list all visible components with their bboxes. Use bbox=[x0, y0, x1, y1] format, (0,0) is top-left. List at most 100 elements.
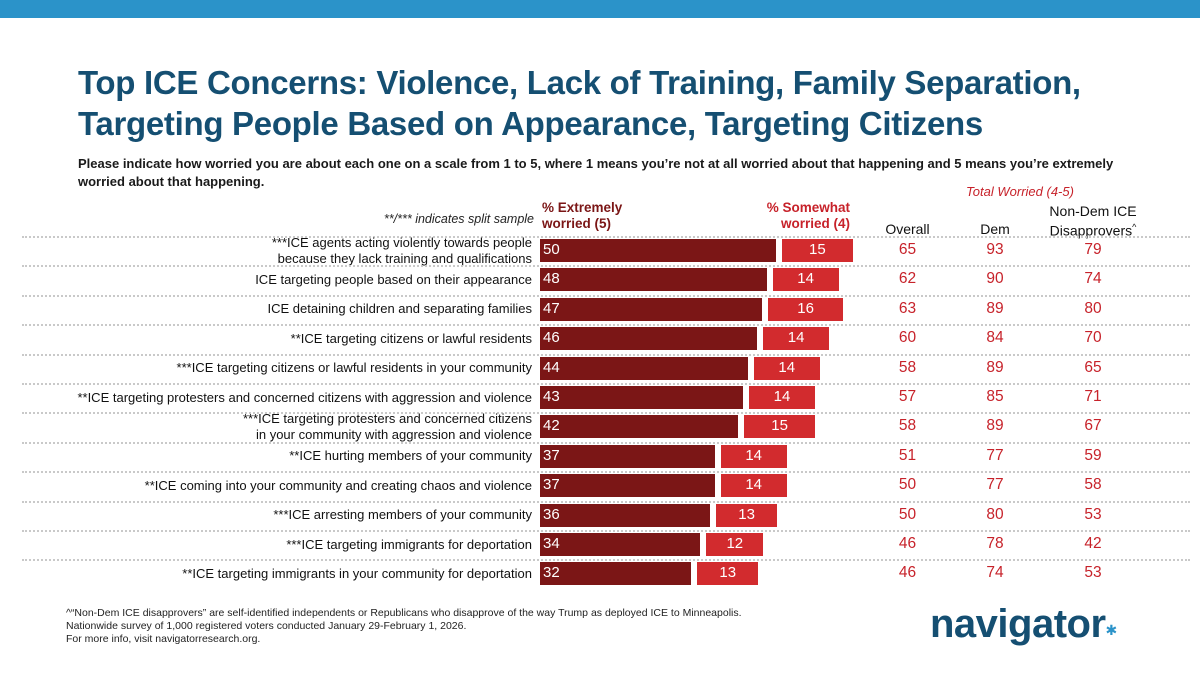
dem-value: 93 bbox=[986, 241, 1004, 258]
row-label-line: ICE detaining children and separating fa… bbox=[267, 301, 533, 317]
chart-row: **ICE targeting citizens or lawful resid… bbox=[0, 324, 1200, 353]
somewhat-worried-value: 15 bbox=[771, 417, 788, 435]
extremely-worried-bar: 50 bbox=[540, 239, 776, 262]
row-divider bbox=[22, 471, 1190, 474]
nondem-value: 70 bbox=[1084, 329, 1102, 347]
somewhat-worried-bar: 14 bbox=[763, 327, 830, 351]
nondem-value: 74 bbox=[1084, 270, 1102, 288]
row-label-line: ***ICE targeting immigrants for deportat… bbox=[286, 536, 532, 552]
overall-value: 46 bbox=[898, 564, 917, 582]
somewhat-worried-value: 14 bbox=[745, 476, 762, 494]
row-label-line: ***ICE targeting protesters and concerne… bbox=[242, 410, 532, 426]
row-label: **ICE targeting protesters and concerned… bbox=[20, 390, 532, 406]
footnote-line-3: For more info, visit navigatorresearch.o… bbox=[66, 633, 261, 645]
extremely-worried-value: 32 bbox=[543, 564, 560, 582]
overall-value: 65 bbox=[898, 241, 917, 258]
footnote: ^“Non-Dem ICE disapprovers” are self-ide… bbox=[66, 607, 846, 646]
row-label-line: **ICE hurting members of your community bbox=[289, 448, 532, 464]
row-label-line: **ICE targeting citizens or lawful resid… bbox=[290, 330, 532, 346]
chart-row: ***ICE targeting protesters and concerne… bbox=[0, 410, 1200, 442]
row-label: **ICE targeting immigrants in your commu… bbox=[20, 566, 532, 582]
dem-value: 84 bbox=[986, 329, 1004, 347]
somewhat-worried-header: % Somewhat worried (4) bbox=[766, 200, 850, 231]
chart-row: ICE targeting people based on their appe… bbox=[0, 265, 1200, 294]
extremely-worried-bar: 46 bbox=[540, 327, 758, 351]
nondem-value: 79 bbox=[1084, 241, 1102, 258]
somewhat-worried-bar: 13 bbox=[697, 562, 759, 586]
row-divider bbox=[22, 236, 1190, 238]
chart-row: **ICE targeting immigrants in your commu… bbox=[0, 559, 1200, 588]
nondem-value: 80 bbox=[1084, 299, 1102, 317]
extremely-worried-bar: 34 bbox=[540, 533, 701, 556]
somewhat-worried-bar: 15 bbox=[744, 415, 816, 439]
dem-value: 90 bbox=[986, 270, 1004, 288]
row-divider bbox=[22, 265, 1190, 268]
navigator-logo: navigator✱ bbox=[930, 602, 1117, 647]
row-label: ICE targeting people based on their appe… bbox=[20, 272, 532, 288]
dem-value: 74 bbox=[986, 564, 1004, 582]
dem-value: 78 bbox=[986, 535, 1004, 552]
overall-value: 57 bbox=[898, 388, 917, 405]
chart-row: ICE detaining children and separating fa… bbox=[0, 294, 1200, 324]
extremely-worried-bar: 32 bbox=[540, 562, 692, 586]
nondem-value: 65 bbox=[1084, 358, 1102, 376]
logo-text: navigator bbox=[930, 602, 1106, 646]
extremely-worried-value: 47 bbox=[543, 299, 560, 317]
extremely-worried-value: 46 bbox=[543, 329, 560, 347]
dem-value: 85 bbox=[986, 388, 1004, 405]
page-title: Top ICE Concerns: Violence, Lack of Trai… bbox=[78, 62, 1178, 144]
extremely-worried-value: 43 bbox=[543, 388, 560, 405]
extremely-worried-bar: 36 bbox=[540, 503, 710, 527]
row-label-line: ICE targeting people based on their appe… bbox=[255, 271, 532, 287]
extremely-worried-bar: 43 bbox=[540, 386, 743, 409]
somewhat-worried-bar: 14 bbox=[720, 474, 787, 498]
nondem-column-header-caret: ^ bbox=[1132, 222, 1137, 232]
somewhat-worried-value: 14 bbox=[778, 358, 796, 376]
chart-row: ***ICE agents acting violently towards p… bbox=[0, 235, 1200, 267]
row-divider bbox=[22, 294, 1190, 297]
overall-value: 50 bbox=[898, 505, 917, 523]
somewhat-worried-bar: 16 bbox=[767, 297, 844, 321]
row-divider bbox=[22, 383, 1190, 385]
overall-value: 58 bbox=[898, 417, 917, 435]
row-label: **ICE targeting citizens or lawful resid… bbox=[20, 331, 532, 347]
split-sample-note: **/*** indicates split sample bbox=[383, 212, 534, 226]
row-divider bbox=[22, 353, 1190, 356]
somewhat-worried-value: 14 bbox=[787, 329, 805, 347]
dem-value: 89 bbox=[986, 358, 1004, 376]
footnote-line-2: Nationwide survey of 1,000 registered vo… bbox=[66, 620, 467, 632]
row-label: ***ICE agents acting violently towards p… bbox=[20, 235, 532, 267]
row-label-line: **ICE targeting immigrants in your commu… bbox=[182, 565, 532, 581]
extremely-worried-bar: 42 bbox=[540, 415, 739, 439]
row-label: ICE detaining children and separating fa… bbox=[20, 301, 533, 317]
row-divider bbox=[22, 441, 1190, 444]
row-label-line: ***ICE targeting citizens or lawful resi… bbox=[176, 360, 532, 376]
somewhat-worried-value: 14 bbox=[773, 388, 791, 405]
somewhat-worried-bar: 14 bbox=[748, 386, 816, 409]
row-label: ***ICE targeting citizens or lawful resi… bbox=[20, 360, 532, 376]
overall-value: 63 bbox=[898, 299, 917, 317]
row-label: ***ICE arresting members of your communi… bbox=[20, 507, 532, 523]
chart-row: ***ICE arresting members of your communi… bbox=[0, 500, 1200, 530]
extremely-worried-value: 37 bbox=[543, 446, 560, 464]
extremely-worried-bar: 37 bbox=[540, 474, 715, 498]
extremely-worried-value: 36 bbox=[543, 505, 560, 523]
row-divider bbox=[22, 530, 1190, 532]
nondem-value: 59 bbox=[1084, 446, 1102, 464]
row-label-line: in your community with aggression and vi… bbox=[255, 426, 532, 442]
chart-row: **ICE targeting protesters and concerned… bbox=[0, 383, 1200, 412]
row-label: ***ICE targeting immigrants for deportat… bbox=[20, 537, 532, 553]
overall-value: 50 bbox=[898, 476, 917, 494]
nondem-value: 53 bbox=[1084, 564, 1102, 582]
nondem-value: 58 bbox=[1084, 476, 1102, 494]
overall-value: 58 bbox=[898, 358, 917, 376]
row-divider bbox=[22, 559, 1190, 562]
row-divider bbox=[22, 412, 1190, 415]
dem-value: 77 bbox=[986, 446, 1004, 464]
title-line-1: Top ICE Concerns: Violence, Lack of Trai… bbox=[78, 64, 1081, 101]
somewhat-worried-bar: 12 bbox=[706, 533, 764, 556]
extremely-worried-bar: 37 bbox=[540, 444, 715, 468]
somewhat-worried-bar: 14 bbox=[720, 444, 787, 468]
chart-row: ***ICE targeting citizens or lawful resi… bbox=[0, 353, 1200, 383]
